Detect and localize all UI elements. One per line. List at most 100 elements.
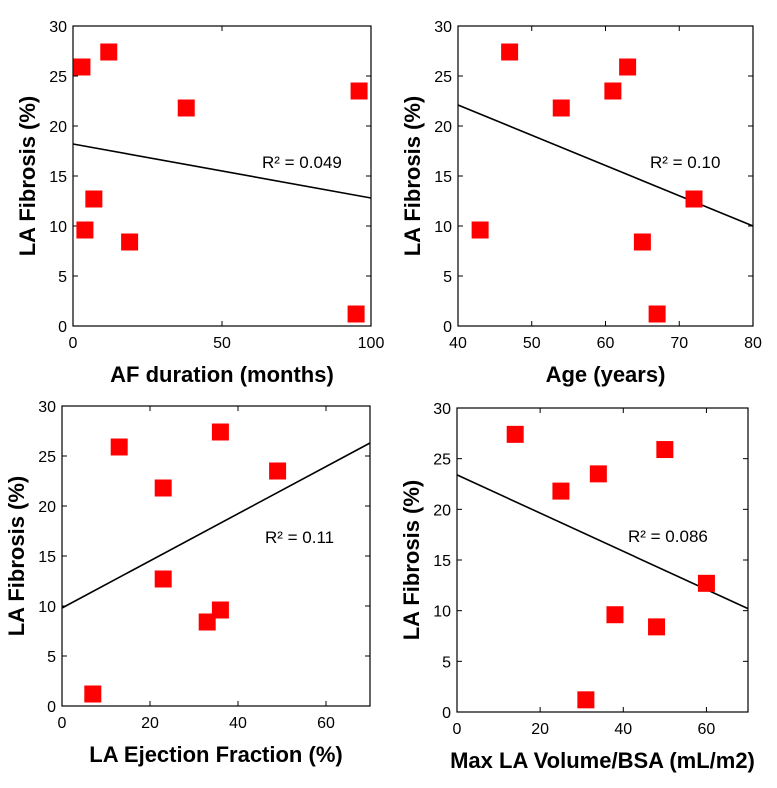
- y-tick-label: 30: [434, 19, 452, 36]
- data-point: [347, 305, 365, 323]
- x-tick-label: 0: [453, 721, 462, 738]
- y-axis-label: LA Fibrosis (%): [15, 96, 40, 257]
- r-squared-label: R² = 0.11: [265, 528, 334, 547]
- data-point: [501, 43, 519, 61]
- y-tick-label: 0: [47, 699, 56, 716]
- y-tick-label: 5: [58, 269, 67, 286]
- data-point: [100, 43, 118, 61]
- data-point: [685, 190, 703, 208]
- r-squared-label: R² = 0.10: [650, 153, 720, 172]
- data-point: [577, 691, 595, 709]
- y-tick-label: 0: [443, 319, 452, 336]
- data-point: [697, 574, 715, 592]
- data-point: [269, 462, 287, 480]
- data-point: [606, 606, 624, 624]
- y-tick-label: 15: [49, 169, 67, 186]
- data-point: [85, 190, 103, 208]
- plot-frame: [457, 25, 754, 327]
- x-tick-label: 20: [531, 721, 549, 738]
- x-tick-label: 60: [698, 721, 716, 738]
- y-tick-label: 25: [433, 452, 451, 469]
- x-tick-label: 50: [213, 335, 231, 352]
- y-tick-label: 20: [434, 119, 452, 136]
- chart-panel-1: 0 5 10 15 20 25 30 0 50 100 R² = 0.049 AF duration …: [15, 19, 384, 387]
- chart-panel-2: 0 5 10 15 20 25 30 40 50 60 70 80 R² = 0.10 Age (year…: [400, 19, 762, 387]
- y-axis-label: LA Fibrosis (%): [4, 476, 29, 637]
- data-point: [471, 221, 489, 239]
- x-tick-label: 40: [229, 715, 247, 732]
- x-axis-label: AF duration (months): [110, 362, 334, 387]
- data-point: [211, 601, 229, 619]
- data-point: [633, 233, 651, 251]
- y-tick-label: 0: [58, 319, 67, 336]
- data-point: [73, 58, 91, 76]
- data-point: [121, 233, 139, 251]
- y-tick-label: 10: [49, 219, 67, 236]
- y-tick-label: 20: [433, 502, 451, 519]
- x-axis-label: Max LA Volume/BSA (mL/m2): [450, 748, 755, 773]
- data-point: [350, 82, 368, 100]
- x-axis-label: LA Ejection Fraction (%): [89, 742, 342, 767]
- data-point: [604, 82, 622, 100]
- data-point: [648, 618, 666, 636]
- y-tick-label: 25: [38, 449, 56, 466]
- x-tick-label: 20: [141, 715, 159, 732]
- data-point: [656, 441, 674, 459]
- fit-line: [457, 104, 754, 227]
- data-point: [198, 613, 216, 631]
- y-tick-label: 15: [433, 553, 451, 570]
- chart-panel-4: 0 5 10 15 20 25 30 0 20 40 60 R² = 0.086 Max LA Volu…: [399, 401, 755, 773]
- data-point: [110, 438, 128, 456]
- y-tick-label: 30: [49, 19, 67, 36]
- plot-frame: [61, 405, 371, 707]
- y-tick-label: 15: [38, 549, 56, 566]
- y-tick-label: 5: [47, 649, 56, 666]
- y-tick-label: 10: [433, 604, 451, 621]
- x-tick-label: 50: [523, 335, 541, 352]
- y-tick-label: 10: [434, 219, 452, 236]
- y-tick-label: 5: [443, 269, 452, 286]
- data-point: [619, 58, 637, 76]
- x-tick-label: 60: [317, 715, 335, 732]
- y-axis-label: LA Fibrosis (%): [399, 480, 424, 641]
- chart-panel-3: 0 5 10 15 20 25 30 0 20 40 60 R² = 0.11 LA Ejection …: [4, 399, 371, 767]
- y-tick-label: 0: [442, 705, 451, 722]
- data-point: [648, 305, 666, 323]
- data-point: [589, 465, 607, 483]
- data-point: [76, 221, 94, 239]
- plot-frame: [72, 25, 372, 327]
- y-tick-label: 20: [49, 119, 67, 136]
- x-tick-label: 70: [670, 335, 688, 352]
- data-point: [177, 99, 195, 117]
- r-squared-label: R² = 0.049: [262, 153, 342, 172]
- x-tick-label: 40: [614, 721, 632, 738]
- y-tick-label: 15: [434, 169, 452, 186]
- y-axis-label: LA Fibrosis (%): [400, 96, 425, 257]
- data-point: [552, 99, 570, 117]
- y-tick-label: 5: [442, 654, 451, 671]
- x-tick-label: 80: [744, 335, 762, 352]
- x-axis-label: Age (years): [546, 362, 666, 387]
- x-tick-label: 100: [358, 335, 385, 352]
- y-tick-label: 10: [38, 599, 56, 616]
- y-tick-label: 25: [434, 69, 452, 86]
- data-point: [154, 570, 172, 588]
- x-tick-label: 0: [69, 335, 78, 352]
- data-point: [211, 423, 229, 441]
- data-point: [506, 425, 524, 443]
- y-tick-label: 20: [38, 499, 56, 516]
- data-point: [154, 479, 172, 497]
- fit-line: [61, 442, 371, 609]
- x-tick-label: 40: [449, 335, 467, 352]
- data-point: [552, 482, 570, 500]
- r-squared-label: R² = 0.086: [628, 527, 708, 546]
- y-tick-label: 30: [433, 401, 451, 418]
- data-point: [84, 685, 102, 703]
- y-tick-label: 30: [38, 399, 56, 416]
- x-tick-label: 0: [58, 715, 67, 732]
- y-tick-label: 25: [49, 69, 67, 86]
- plot-frame: [456, 407, 749, 713]
- x-tick-label: 60: [597, 335, 615, 352]
- fit-line: [72, 143, 372, 199]
